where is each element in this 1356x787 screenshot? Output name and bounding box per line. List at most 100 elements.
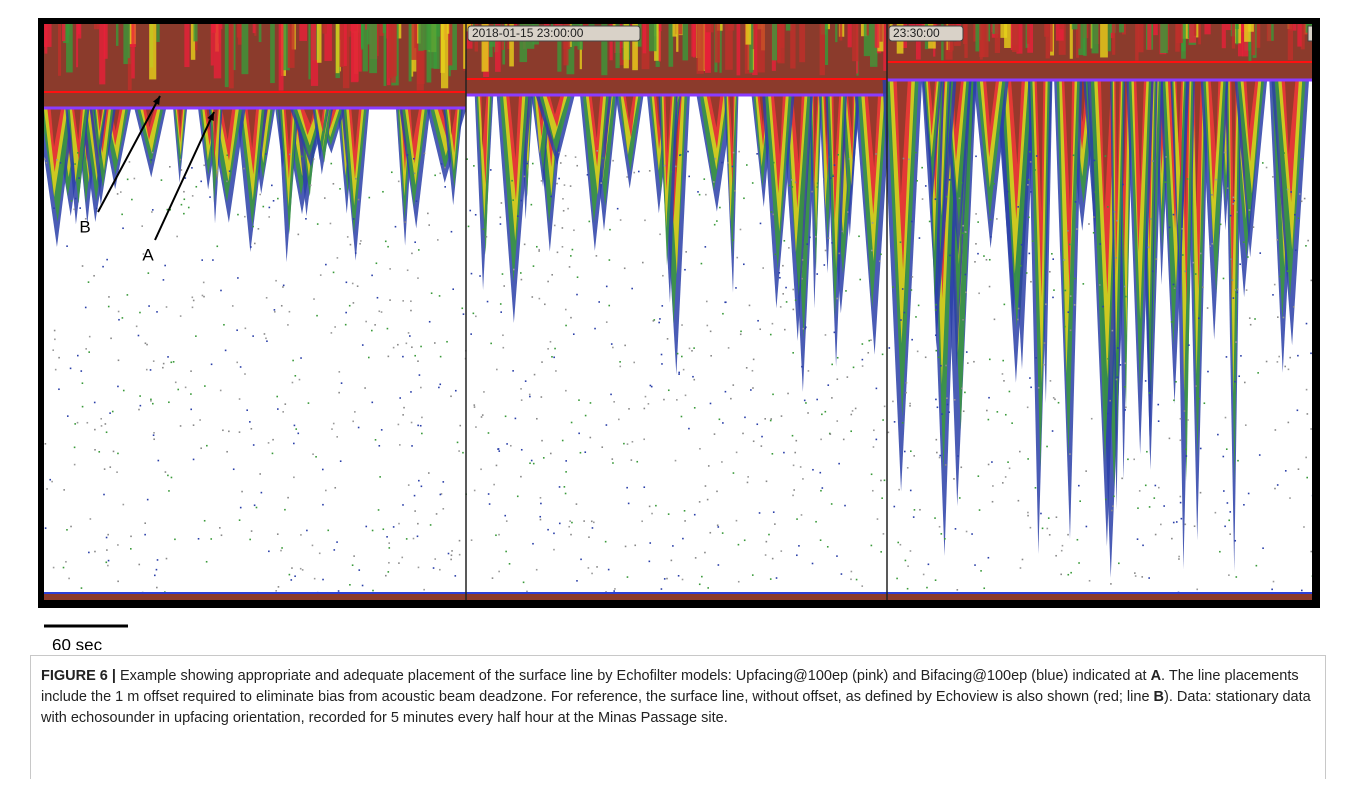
echo-dot — [474, 490, 476, 492]
echo-dot — [598, 301, 600, 303]
echo-dot — [536, 246, 538, 248]
echo-dot — [338, 392, 340, 394]
echo-dot — [992, 485, 994, 487]
echo-dot — [371, 330, 373, 332]
echo-dot — [1125, 296, 1127, 298]
echo-dot — [450, 559, 452, 561]
surface-noise — [839, 24, 842, 41]
echo-dot — [123, 504, 125, 506]
echo-dot — [1027, 458, 1029, 460]
echo-dot — [98, 451, 100, 453]
echo-dot — [990, 219, 992, 221]
echo-dot — [529, 394, 531, 396]
echo-dot — [109, 412, 111, 414]
echo-dot — [487, 301, 489, 303]
echo-dot — [792, 435, 794, 437]
echo-dot — [661, 354, 663, 356]
echo-dot — [608, 305, 610, 307]
echo-dot — [588, 567, 590, 569]
echo-dot — [533, 463, 535, 465]
echo-dot — [562, 246, 564, 248]
echo-dot — [900, 241, 902, 243]
echo-dot — [1055, 555, 1057, 557]
echo-dot — [812, 563, 814, 565]
echo-dot — [222, 429, 224, 431]
echo-dot — [1094, 160, 1096, 162]
echo-dot — [1089, 580, 1091, 582]
echo-dot — [877, 518, 879, 520]
surface-noise — [128, 24, 130, 58]
echo-dot — [1019, 451, 1021, 453]
echo-dot — [387, 328, 389, 330]
surface-noise — [1153, 24, 1158, 35]
echo-dot — [180, 425, 182, 427]
echo-dot — [1030, 191, 1032, 193]
surface-noise — [745, 24, 751, 45]
echo-dot — [387, 246, 389, 248]
echo-dot — [765, 554, 767, 556]
echo-dot — [489, 503, 491, 505]
echo-dot — [817, 182, 819, 184]
echo-dot — [632, 441, 634, 443]
echo-dot — [626, 487, 628, 489]
echo-dot — [773, 162, 775, 164]
echo-dot — [872, 490, 874, 492]
echo-dot — [333, 423, 335, 425]
echo-dot — [567, 208, 569, 210]
echo-dot — [836, 555, 838, 557]
echo-dot — [540, 503, 542, 505]
echo-dot — [1124, 286, 1126, 288]
echo-dot — [612, 160, 614, 162]
echo-dot — [58, 357, 60, 359]
echo-dot — [926, 587, 928, 589]
echo-dot — [305, 218, 307, 220]
echo-dot — [606, 424, 608, 426]
echo-dot — [414, 173, 416, 175]
echo-dot — [277, 408, 279, 410]
echo-dot — [414, 355, 416, 357]
echo-dot — [171, 477, 173, 479]
echo-dot — [773, 511, 775, 513]
surface-noise — [757, 24, 765, 72]
echo-dot — [521, 449, 523, 451]
echo-dot — [371, 402, 373, 404]
echo-dot — [593, 522, 595, 524]
echo-dot — [388, 356, 390, 358]
echo-dot — [362, 344, 364, 346]
echo-dot — [541, 396, 543, 398]
echo-dot — [442, 508, 444, 510]
echo-dot — [398, 424, 400, 426]
echo-dot — [1053, 397, 1055, 399]
echo-dot — [162, 367, 164, 369]
echo-dot — [413, 158, 415, 160]
echo-dot — [983, 255, 985, 257]
echo-dot — [915, 152, 917, 154]
echo-dot — [156, 587, 158, 589]
echo-dot — [1187, 419, 1189, 421]
echo-dot — [718, 564, 720, 566]
timestamp: 2018-01-15 23:00:00 — [472, 26, 584, 40]
echo-dot — [349, 305, 351, 307]
echo-dot — [408, 484, 410, 486]
echo-dot — [195, 335, 197, 337]
echo-dot — [1303, 526, 1305, 528]
echo-dot — [510, 445, 512, 447]
echo-dot — [713, 181, 715, 183]
echo-dot — [904, 312, 906, 314]
echo-dot — [649, 506, 651, 508]
echo-dot — [1020, 567, 1022, 569]
echo-dot — [163, 279, 165, 281]
echo-dot — [372, 530, 374, 532]
echo-dot — [682, 538, 684, 540]
echo-dot — [1003, 380, 1005, 382]
surface-noise — [1092, 24, 1099, 53]
echo-dot — [148, 272, 150, 274]
echo-dot — [106, 259, 108, 261]
echo-dot — [1294, 214, 1296, 216]
echo-dot — [719, 418, 721, 420]
echo-dot — [70, 526, 72, 528]
echo-dot — [151, 211, 153, 213]
echo-dot — [154, 575, 156, 577]
surface-noise — [725, 24, 733, 70]
echo-dot — [746, 164, 748, 166]
